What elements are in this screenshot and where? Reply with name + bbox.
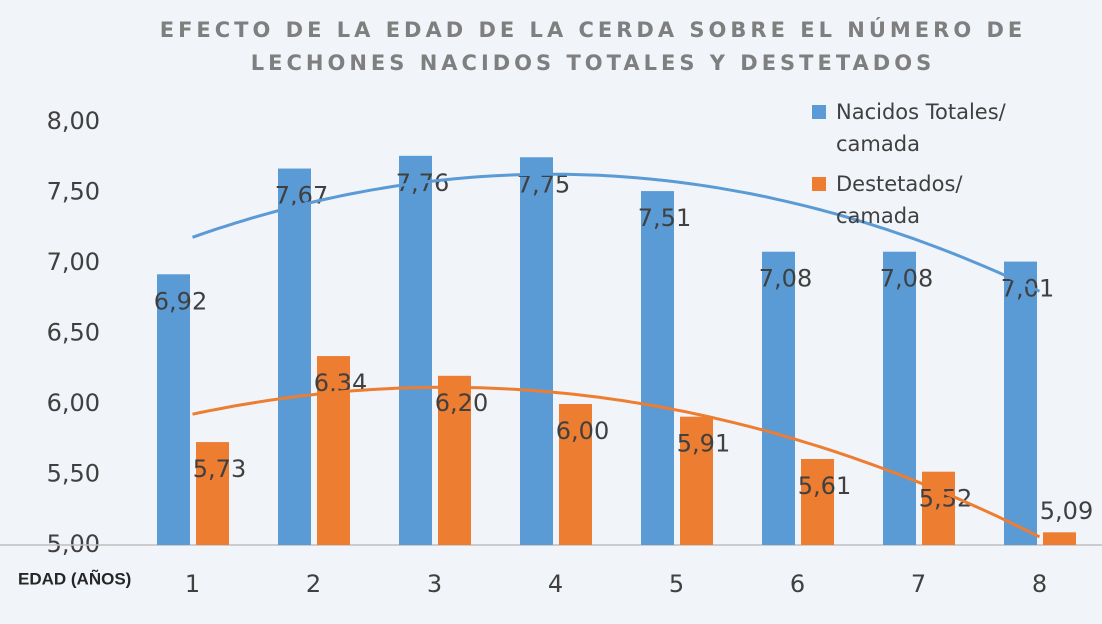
bar: [922, 471, 955, 545]
y-tick-label: 7,00: [47, 248, 100, 276]
legend-label: Nacidos Totales/ camada: [836, 100, 1006, 156]
data-label: 7,51: [638, 204, 691, 232]
trendline: [192, 172, 1041, 293]
x-axis-label: EDAD (AÑOS): [18, 568, 131, 588]
data-label: 6,20: [435, 389, 488, 417]
y-tick-label: 6,50: [47, 319, 100, 347]
legend: Nacidos Totales/ camada Destetados/ camad…: [812, 96, 1092, 240]
bar: [1004, 261, 1037, 545]
bar: [680, 416, 713, 545]
x-tick-label: 6: [790, 570, 805, 598]
x-tick-label: 8: [1032, 570, 1047, 598]
bar: [1043, 532, 1076, 545]
bar: [520, 157, 553, 545]
data-label: 7,08: [759, 265, 812, 293]
data-label: 5,09: [1040, 497, 1093, 525]
data-label: 5,61: [798, 472, 851, 500]
bar: [801, 458, 834, 545]
x-tick-label: 7: [911, 570, 926, 598]
y-tick-label: 7,50: [47, 178, 100, 206]
x-tick-label: 5: [669, 570, 684, 598]
bar: [641, 191, 674, 545]
data-label: 5,73: [193, 455, 246, 483]
data-label: 7,08: [880, 265, 933, 293]
x-tick-label: 2: [306, 570, 321, 598]
data-label: 6,92: [154, 287, 207, 315]
chart-title: EFECTO DE LA EDAD DE LA CERDA SOBRE EL N…: [159, 18, 1027, 75]
x-tick-label: 3: [427, 570, 442, 598]
legend-swatch: [812, 105, 826, 119]
bar: [399, 155, 432, 545]
y-tick-label: 5,00: [47, 530, 100, 558]
bar: [157, 274, 190, 545]
bar: [196, 442, 229, 545]
x-tick-label: 1: [185, 570, 200, 598]
trendline: [192, 385, 1041, 539]
legend-item: Nacidos Totales/ camada: [812, 96, 1092, 160]
bar: [883, 251, 916, 545]
y-tick-label: 6,00: [47, 389, 100, 417]
bar: [317, 356, 350, 545]
bar: [762, 251, 795, 545]
legend-swatch: [812, 177, 826, 191]
bar: [559, 404, 592, 545]
y-tick-label: 5,50: [47, 460, 100, 488]
data-label: 5,91: [677, 430, 730, 458]
x-tick-label: 4: [548, 570, 563, 598]
data-label: 7,01: [1001, 275, 1054, 303]
legend-label: Destetados/ camada: [836, 172, 963, 228]
bar: [278, 168, 311, 545]
data-label: 6,00: [556, 417, 609, 445]
legend-item: Destetados/ camada: [812, 168, 1092, 232]
bar: [438, 375, 471, 545]
data-label: 5,52: [919, 485, 972, 513]
y-tick-label: 8,00: [47, 107, 100, 135]
